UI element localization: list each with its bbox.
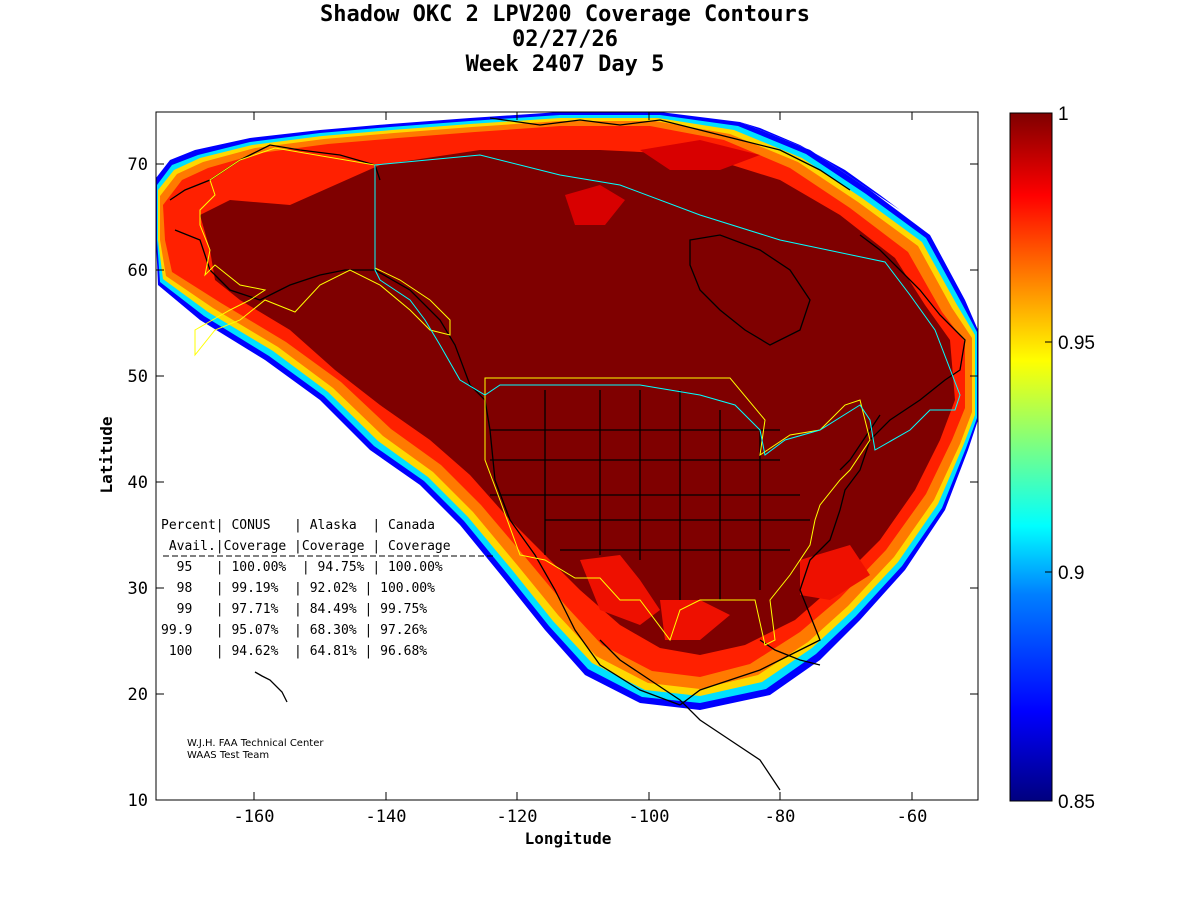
stats-row: 98 | 99.19% | 92.02% | 100.00%	[161, 581, 435, 596]
x-axis-label: Longitude	[525, 829, 612, 848]
stats-header-2: Avail.|Coverage |Coverage | Coverage	[161, 539, 451, 554]
stats-row: 99.9 | 95.07% | 68.30% | 97.26%	[161, 623, 428, 638]
contour-band-darkred	[200, 150, 955, 655]
y-tick-label: 50	[128, 367, 148, 387]
x-tick-label: -140	[366, 807, 407, 827]
plot-frame	[155, 111, 979, 801]
x-tick-label: -60	[897, 807, 928, 827]
chart-week-day: Week 2407 Day 5	[465, 52, 665, 77]
region-boundaries	[194, 147, 961, 646]
colorbar-tick-label: 0.9	[1058, 563, 1084, 584]
credit-line-1: W.J.H. FAA Technical Center	[187, 738, 324, 749]
coastlines	[169, 117, 966, 791]
stats-row: 99 | 97.71% | 84.49% | 99.75%	[161, 602, 428, 617]
coverage-contours	[156, 112, 978, 710]
y-tick-label: 40	[128, 473, 148, 493]
y-tick-label: 30	[128, 579, 148, 599]
stats-row: 100 | 94.62% | 64.81% | 96.68%	[161, 644, 428, 659]
y-tick-label: 60	[128, 261, 148, 281]
chart-date: 02/27/26	[512, 27, 618, 52]
x-tick-label: -120	[497, 807, 538, 827]
x-tick-label: -100	[629, 807, 670, 827]
y-axis-label: Latitude	[97, 416, 116, 493]
tick-marks	[156, 112, 978, 800]
y-tick-label: 10	[128, 791, 148, 811]
colorbar	[1009, 112, 1053, 802]
stats-header-1: Percent| CONUS | Alaska | Canada	[161, 518, 435, 533]
colorbar-tick-label: 0.95	[1058, 333, 1095, 354]
y-tick-label: 70	[128, 155, 148, 175]
colorbar-tick-label: 1	[1058, 104, 1069, 125]
y-tick-label: 20	[128, 685, 148, 705]
x-tick-label: -80	[765, 807, 796, 827]
stats-row: 95 | 100.00% | 94.75% | 100.00%	[161, 560, 443, 575]
colorbar-tick-label: 0.85	[1058, 792, 1095, 813]
chart-title: Shadow OKC 2 LPV200 Coverage Contours	[319, 2, 811, 27]
credit-line-2: WAAS Test Team	[187, 750, 270, 761]
x-tick-label: -160	[234, 807, 275, 827]
